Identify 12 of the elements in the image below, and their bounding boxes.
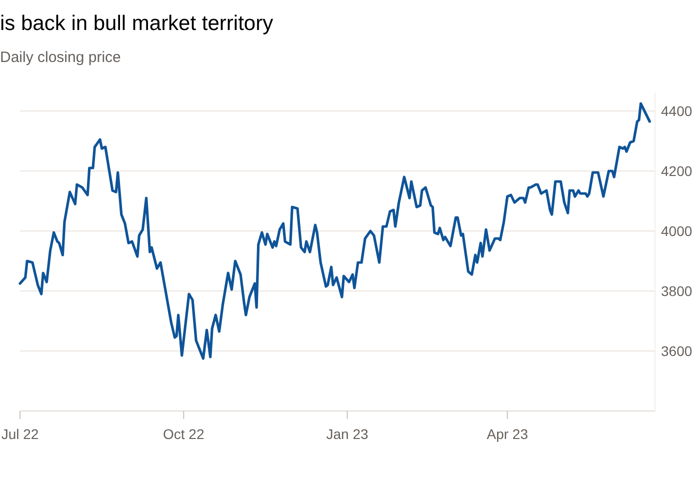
y-tick-label: 4200 [661, 162, 692, 179]
x-tick-label: Oct 22 [163, 426, 204, 442]
line-series [18, 102, 651, 360]
x-tick-label: Jan 23 [326, 426, 369, 442]
chart-title: is back in bull market territory [0, 12, 274, 35]
y-tick-label: 4000 [661, 222, 692, 239]
x-tick-label: Jul 22 [1, 426, 39, 442]
y-tick-label: 4400 [661, 102, 692, 119]
y-tick-label: 3600 [661, 342, 692, 359]
chart-subtitle: Daily closing price [0, 49, 121, 66]
x-tick-label: Apr 23 [486, 426, 528, 442]
y-tick-label: 3800 [661, 282, 692, 299]
